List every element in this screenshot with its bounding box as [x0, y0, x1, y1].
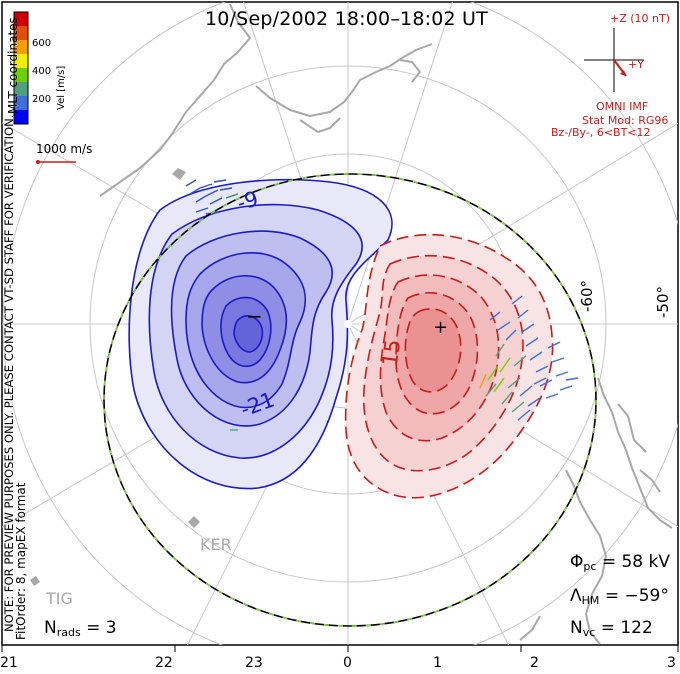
imf-condition: Bz-/By-, 6<BT<12 — [551, 126, 651, 139]
island-marker — [30, 576, 40, 586]
phi-value: = 58 kV — [601, 552, 670, 572]
nrads-symbol: N — [44, 618, 57, 638]
imf-stat-mod: Stat Mod: RG96 — [582, 114, 669, 127]
imf-arrowhead — [620, 70, 626, 76]
phi-symbol: Φ — [570, 552, 584, 572]
phi-subscript: pc — [583, 560, 597, 573]
mlt-tick-21: 21 — [0, 655, 18, 671]
lambda-hm-stat: ΛHM = −59° — [570, 586, 669, 607]
pos-cell-centre: + — [433, 317, 448, 338]
pole-marker — [344, 320, 352, 328]
nvc-symbol: N — [570, 618, 583, 638]
velocity-colorbar — [13, 11, 29, 125]
negative-convection-cell — [128, 178, 393, 490]
nvc-stat: Nvc = 122 — [570, 618, 653, 639]
positive-convection-cell — [344, 233, 554, 499]
island-marker — [188, 516, 200, 528]
mlt-tick-22: 22 — [155, 655, 173, 671]
lat-label-60: -60° — [578, 280, 596, 312]
lambda-symbol: Λ — [570, 586, 582, 606]
map-title: 10/Sep/2002 18:00–18:02 UT — [205, 8, 488, 30]
coord-label: MLT coordinates — [6, 17, 20, 114]
mlt-tick-3: 3 — [667, 655, 676, 671]
nvc-subscript: vc — [582, 626, 596, 639]
phi-pc-stat: Φpc = 58 kV — [570, 552, 670, 573]
nrads-value: = 3 — [86, 618, 117, 638]
colorbar-tick-600: 600 — [32, 38, 51, 49]
contour-label-pos-15: 15 — [378, 338, 405, 368]
station-tig: TIG — [45, 589, 73, 608]
lat-label-50: -50° — [654, 286, 672, 318]
colorbar-unit: Vel [m/s] — [56, 66, 67, 110]
colorbar-tick-400: 400 — [32, 66, 51, 77]
mlt-tick-1: 1 — [433, 655, 442, 671]
nrads-stat: Nrads = 3 — [44, 618, 117, 639]
fit-order-info: FitOrder: 8, mapEX format — [14, 482, 28, 640]
nrads-subscript: rads — [56, 626, 81, 639]
lambda-subscript: HM — [581, 594, 600, 607]
velocity-vectors-right — [479, 295, 579, 421]
scale-vector-label: 1000 m/s — [36, 142, 93, 156]
colorbar-tick-200: 200 — [32, 94, 51, 105]
imf-y-label: +Y — [628, 58, 644, 71]
mlt-tick-23: 23 — [245, 655, 263, 671]
imf-z-label: +Z (10 nT) — [610, 12, 671, 25]
scale-vector-origin — [36, 160, 40, 164]
imf-omni-label: OMNI IMF — [596, 100, 649, 113]
neg-cell-centre: − — [246, 304, 263, 328]
coastlines — [99, 3, 673, 645]
mlt-axis-ticks — [1, 645, 679, 652]
mlt-tick-2: 2 — [530, 655, 539, 671]
lambda-value: = −59° — [604, 586, 669, 606]
hm-boundary-dash — [103, 173, 597, 627]
station-ker: KER — [200, 535, 232, 554]
mlt-tick-0: 0 — [343, 655, 352, 671]
island-marker — [172, 168, 186, 180]
velocity-vectors-left — [185, 179, 239, 431]
nvc-value: = 122 — [600, 618, 653, 638]
